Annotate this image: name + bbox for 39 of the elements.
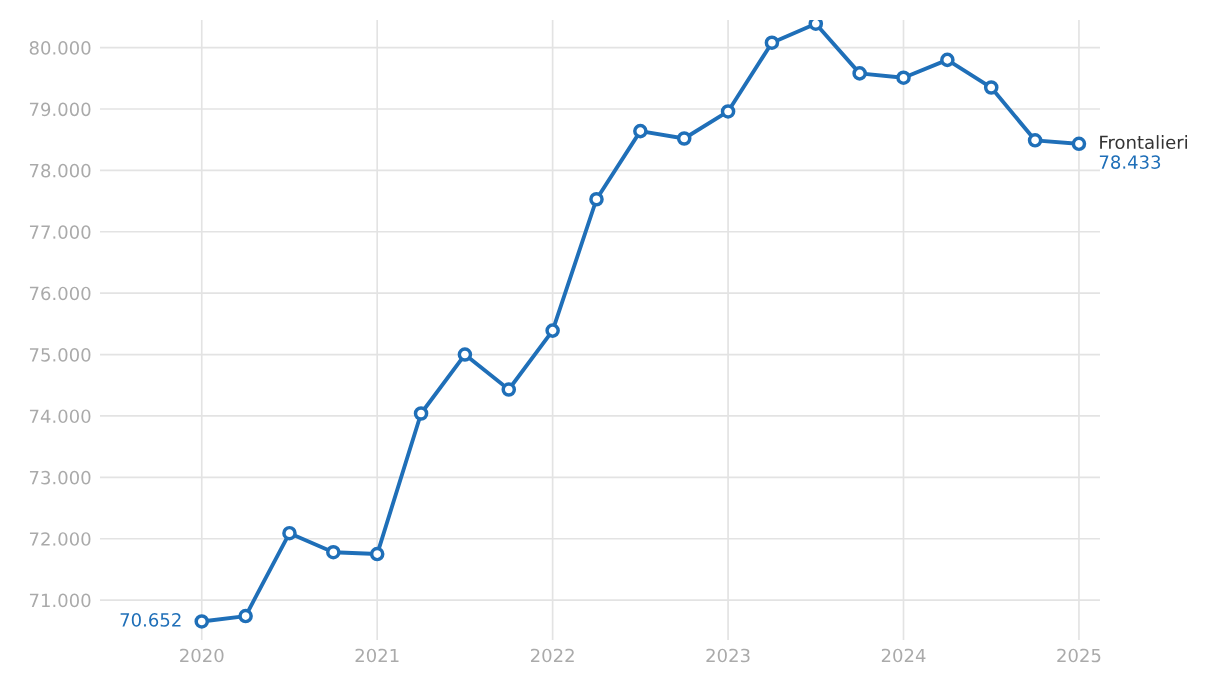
data-label: 70.652	[120, 613, 181, 627]
point	[282, 525, 297, 541]
y-tick-label: 74.000	[29, 409, 91, 424]
point	[238, 608, 253, 624]
point	[194, 614, 210, 629]
y-tick-label: 75.000	[29, 348, 91, 362]
point	[413, 406, 429, 421]
series-label: Frontalieri	[1100, 135, 1188, 150]
y-tick-label: 73.000	[29, 470, 91, 485]
point	[676, 131, 692, 146]
point	[852, 66, 867, 81]
point	[896, 70, 911, 85]
point	[326, 544, 341, 560]
point	[501, 382, 517, 397]
point	[1027, 133, 1043, 148]
point	[457, 347, 473, 362]
y-tick-label: 79.000	[29, 102, 91, 117]
point	[720, 104, 736, 119]
y-tick-label: 71.000	[29, 593, 91, 608]
point	[589, 191, 604, 207]
point	[633, 123, 648, 139]
x-tick-label: 2020	[180, 648, 224, 663]
x-tick-label: 2025	[1057, 648, 1101, 663]
y-tick-label: 77.000	[29, 225, 91, 239]
x-tick-label: 2021	[355, 648, 399, 663]
x-tick-label: 2023	[706, 648, 750, 663]
y-tick-label: 78.000	[29, 163, 91, 178]
x-tick-label: 2022	[530, 648, 574, 663]
point	[1071, 136, 1087, 152]
point	[545, 323, 560, 338]
x-tick-label: 2024	[881, 648, 926, 663]
point	[369, 546, 385, 562]
y-tick-label: 72.000	[29, 532, 91, 546]
point	[940, 52, 955, 68]
y-tick-label: 80.000	[29, 41, 91, 55]
data-label: 78.433	[1099, 155, 1161, 169]
point	[764, 35, 780, 51]
y-tick-label: 76.000	[29, 286, 91, 301]
point	[983, 80, 999, 95]
